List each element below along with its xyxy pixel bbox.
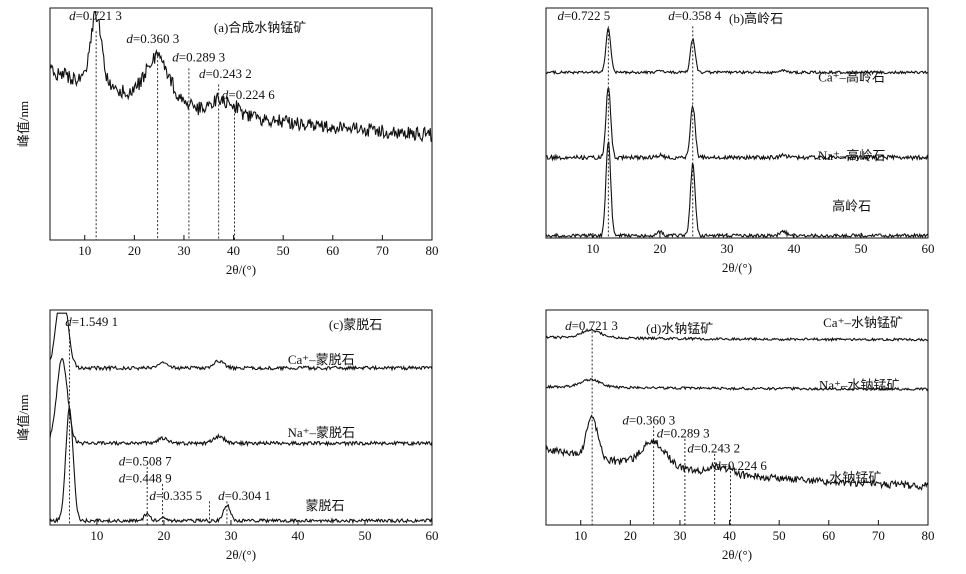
series-label: 蒙脱石: [306, 498, 345, 513]
x-tick-label: 20: [624, 528, 637, 543]
panel-c: 10 20 30 40 50 60 2θ/(°) 峰值/nm (c)蒙脱石 Ca⁺–蒙脱石 Na⁺–…: [16, 309, 439, 562]
x-tick-label: 30: [720, 241, 733, 256]
x-tick-label: 10: [78, 243, 91, 258]
panel-title: (c)蒙脱石: [329, 317, 382, 332]
x-tick-label: 50: [773, 528, 786, 543]
peak-label: d=0.224 6: [714, 458, 767, 473]
y-axis-title: 峰值/nm: [16, 101, 31, 147]
peak-label: d=0.289 3: [172, 50, 225, 65]
x-tick-label: 10: [90, 528, 103, 543]
peak-label: d=0.243 2: [199, 66, 252, 81]
x-tick-label: 80: [426, 243, 439, 258]
x-tick-label: 10: [586, 241, 599, 256]
x-axis-title: 2θ/(°): [722, 547, 752, 562]
x-tick-label: 80: [922, 528, 935, 543]
series-line: [545, 378, 929, 392]
panel-title: (a)合成水钠锰矿: [214, 20, 306, 35]
peak-label: d=0.721 3: [565, 318, 618, 333]
x-tick-label: 60: [426, 528, 439, 543]
x-tick-label: 70: [376, 243, 389, 258]
x-tick-label: 40: [291, 528, 304, 543]
x-tick-label: 50: [854, 241, 867, 256]
peak-label: d=0.721 3: [69, 8, 122, 23]
peak-label: d=1.549 1: [65, 314, 118, 329]
series-line: [49, 405, 433, 525]
series-label: 高岭石: [832, 198, 871, 213]
peak-label: d=0.360 3: [126, 31, 179, 46]
peak-label: d=0.224 6: [222, 87, 275, 102]
x-tick-label: 50: [277, 243, 290, 258]
peak-label: d=0.243 2: [687, 441, 740, 456]
x-tick-label: 50: [358, 528, 371, 543]
x-axis-title: 2θ/(°): [722, 260, 752, 275]
panel-d: 10 20 30 40 50 60 70 80 2θ/(°) (d)水钠锰矿 Ca⁺–水钠锰矿 Na⁺…: [545, 309, 935, 562]
peak-label: d=0.508 7: [119, 454, 172, 469]
series-line: [49, 10, 433, 143]
series-line: [545, 414, 929, 491]
peak-label: d=0.304 1: [218, 488, 271, 503]
peak-label: d=0.722 5: [557, 8, 610, 23]
series-line: [49, 358, 433, 448]
series-label: Ca⁺–高岭石: [818, 70, 885, 85]
x-tick-label: 70: [872, 528, 885, 543]
x-tick-label: 10: [574, 528, 587, 543]
peak-label: d=0.335 5: [149, 488, 202, 503]
series-label: Na⁺–蒙脱石: [287, 425, 355, 440]
x-axis-title: 2θ/(°): [226, 547, 256, 562]
peak-label: d=0.360 3: [622, 413, 675, 428]
series-label: 水钠锰矿: [829, 470, 881, 485]
x-tick-label: 30: [224, 528, 237, 543]
x-tick-label: 20: [157, 528, 170, 543]
x-tick-label: 60: [922, 241, 935, 256]
series-label: Na⁺–高岭石: [818, 148, 886, 163]
series-line: [545, 329, 929, 342]
panel-b: 10 20 30 40 50 60 2θ/(°) (b)高岭石 Ca⁺–高岭石 Na⁺–高岭石高岭…: [545, 7, 935, 275]
x-tick-label: 30: [673, 528, 686, 543]
series-label: Ca⁺–蒙脱石: [288, 352, 355, 367]
peak-label: d=0.358 4: [668, 8, 721, 23]
x-tick-label: 60: [326, 243, 339, 258]
panel-a: 10 20 30 40 50 60 70 80 2θ/(°) 峰值/nm (a)合成水钠锰矿 d=0.…: [16, 7, 439, 277]
panel-title: (d)水钠锰矿: [646, 321, 713, 336]
peak-label: d=0.448 9: [119, 471, 172, 486]
series-line: [49, 312, 433, 372]
x-tick-label: 40: [787, 241, 800, 256]
series-label: Ca⁺–水钠锰矿: [823, 315, 903, 330]
plot-frame: [49, 7, 433, 241]
x-tick-label: 20: [653, 241, 666, 256]
plot-frame: [49, 309, 433, 526]
x-tick-label: 30: [177, 243, 190, 258]
y-axis-title: 峰值/nm: [16, 394, 31, 440]
series-line: [545, 28, 929, 76]
peak-label: d=0.289 3: [657, 426, 710, 441]
series-line: [545, 87, 929, 162]
x-tick-label: 40: [723, 528, 736, 543]
series-label: Na⁺–水钠锰矿: [819, 378, 900, 393]
x-axis-title: 2θ/(°): [226, 262, 256, 277]
panel-title: (b)高岭石: [729, 11, 783, 26]
plot-frame: [545, 309, 929, 526]
x-tick-label: 40: [227, 243, 240, 258]
x-tick-label: 20: [128, 243, 141, 258]
x-tick-label: 60: [822, 528, 835, 543]
plot-frame: [545, 7, 929, 239]
series-line: [545, 141, 929, 239]
